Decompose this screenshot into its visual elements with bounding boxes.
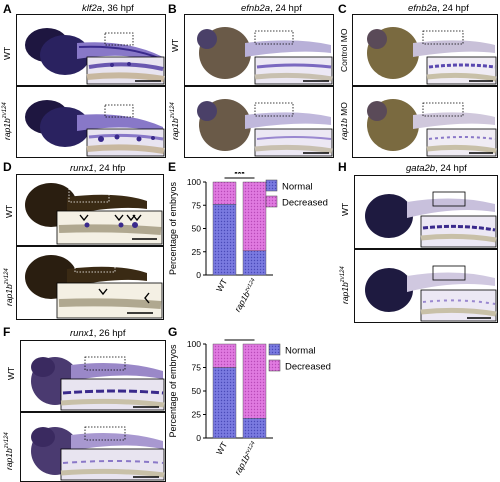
chart-e-sig-label: *** — [234, 172, 245, 179]
panel-c-mo-image — [352, 86, 498, 158]
chart-g-ytick-label: 0 — [196, 433, 201, 443]
panel-b-mutant-image — [184, 86, 334, 158]
panel-h-row1-label: WT — [340, 202, 350, 216]
panel-label-c: C — [338, 2, 347, 16]
panel-b-row2-label: rap1bzv124 — [170, 102, 180, 140]
chart-e-legend-label-normal: Normal — [282, 182, 313, 193]
chart-e-xtick-label: WT — [214, 277, 229, 293]
panel-a-row1-label: WT — [2, 46, 12, 60]
chart-e-xtick-label: rap1bzv124 — [232, 277, 259, 314]
chart-e-legend-label-decreased: Decreased — [282, 198, 328, 209]
chart-g-ytick-label: 75 — [192, 363, 202, 373]
chart-e-bar-normal — [242, 250, 267, 276]
chart-g-bar-normal — [242, 418, 267, 439]
chart-e-ytick-label: 75 — [192, 200, 202, 210]
panel-f-wt-image — [20, 340, 166, 412]
chart-g-legend-swatch-normal — [268, 343, 281, 356]
panel-a-wt-image — [16, 14, 166, 86]
panel-b-wt-image — [184, 14, 334, 86]
panel-d-wt-image — [16, 174, 164, 246]
panel-label-d: D — [3, 160, 12, 174]
panel-b-title: efnb2a, 24 hpf — [241, 3, 302, 14]
panel-f-mutant-image — [20, 412, 166, 482]
panel-c-row2-label: rap1b MO — [339, 102, 349, 140]
panel-a-row2-label: rap1bzv124 — [2, 102, 12, 140]
chart-g-xtick-label: rap1bzv124 — [232, 440, 259, 477]
chart-g-legend-swatch-decreased — [268, 359, 281, 372]
chart-e-ylabel: Percentage of embryos — [168, 181, 178, 275]
chart-g-ytick-label: 50 — [192, 386, 202, 396]
chart-e-legend-swatch-normal — [265, 179, 278, 192]
panel-label-e: E — [168, 160, 177, 174]
panel-c-control-image — [352, 14, 498, 86]
panel-label-f: F — [3, 325, 11, 339]
panel-d-row1-label: WT — [4, 204, 14, 218]
chart-g-ytick-label: 100 — [187, 339, 201, 349]
panel-f-title: runx1, 26 hpf — [70, 328, 126, 339]
chart-e: Percentage of embryos 0 25 50 75 100 WT rap1bzv… — [166, 172, 336, 322]
panel-d-row2-label: rap1bzv124 — [4, 268, 14, 306]
panel-f-row1-label: WT — [6, 366, 16, 380]
chart-g-bar-decreased — [242, 343, 267, 419]
panel-f-row2-label: rap1bzv124 — [4, 432, 14, 470]
chart-g-legend-label-decreased: Decreased — [285, 362, 331, 373]
panel-h-mutant-image — [354, 249, 498, 323]
chart-g-bar-decreased — [212, 343, 237, 368]
panel-c-row1-label: Control MO — [339, 28, 349, 72]
panel-label-b: B — [168, 2, 177, 16]
panel-d-title: runx1, 24 hfp — [70, 163, 126, 174]
panel-d-mutant-image — [16, 246, 164, 320]
panel-h-row2-label: rap1bzv124 — [340, 266, 350, 304]
chart-e-ytick-label: 0 — [196, 270, 201, 280]
panel-label-a: A — [3, 2, 12, 16]
panel-a-mutant-image — [16, 86, 166, 158]
chart-e-ytick-label: 25 — [192, 247, 202, 257]
chart-e-ytick-label: 100 — [187, 177, 201, 187]
chart-g-xtick-label: WT — [214, 440, 229, 456]
chart-g: Percentage of embryos 0 25 50 75 100 WT rap1bzv… — [166, 336, 406, 482]
chart-e-bar-normal — [212, 204, 237, 276]
panel-h-wt-image — [354, 175, 498, 249]
chart-g-bar-normal — [212, 367, 237, 439]
chart-e-ytick-label: 50 — [192, 224, 202, 234]
chart-e-legend-swatch-decreased — [265, 195, 278, 208]
chart-g-ytick-label: 25 — [192, 410, 202, 420]
panel-b-row1-label: WT — [170, 38, 180, 52]
panel-a-title: klf2a, 36 hpf — [82, 3, 134, 14]
chart-g-ylabel: Percentage of embryos — [168, 344, 178, 438]
panel-label-g: G — [168, 325, 178, 339]
chart-e-bar-decreased — [242, 181, 267, 252]
chart-g-legend-label-normal: Normal — [285, 346, 316, 357]
panel-label-h: H — [338, 160, 347, 174]
panel-c-title: efnb2a, 24 hpf — [408, 3, 469, 14]
panel-h-title: gata2b, 24 hpf — [406, 163, 467, 174]
chart-e-bar-decreased — [212, 181, 237, 205]
chart-g-sig-label: * — [238, 336, 242, 341]
